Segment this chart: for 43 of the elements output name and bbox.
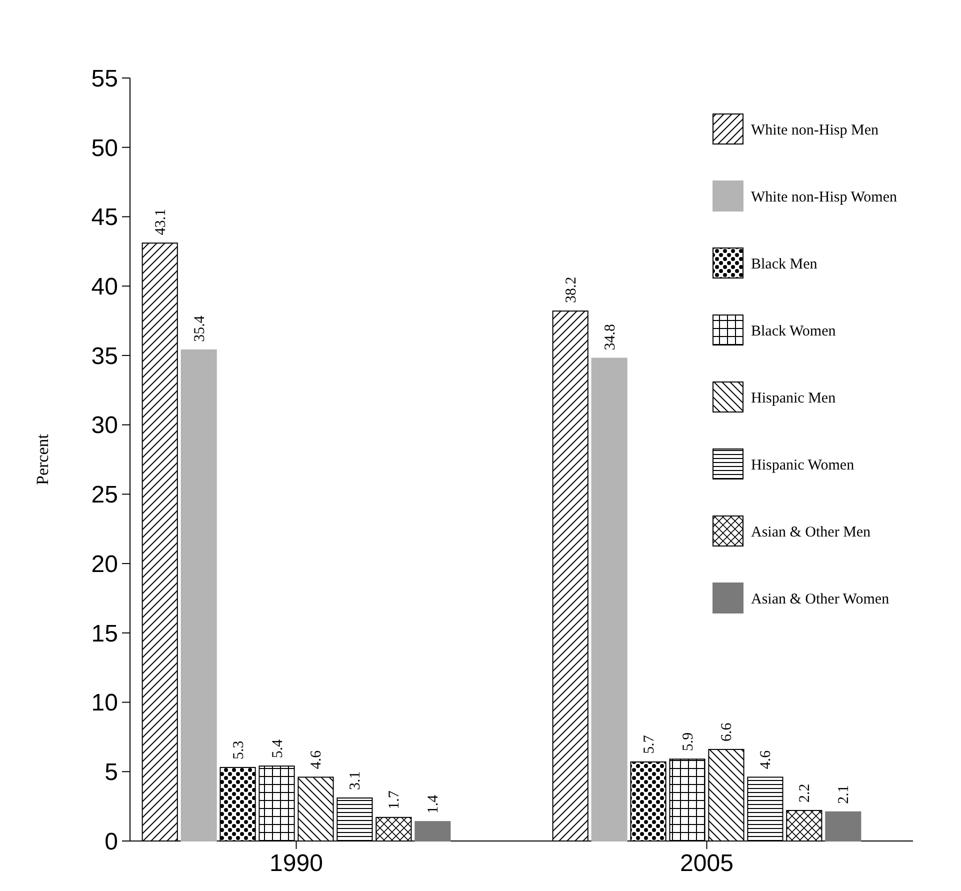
data-label: 2.2 (797, 784, 814, 802)
legend-label: Hispanic Women (751, 457, 855, 474)
legend-label: Black Women (751, 323, 836, 340)
y-tick-label: 25 (91, 482, 118, 509)
data-label: 43.1 (152, 208, 169, 236)
data-label: 5.7 (641, 734, 658, 754)
bar (591, 358, 628, 842)
y-tick-label: 30 (91, 412, 118, 440)
y-tick-label: 0 (104, 828, 118, 856)
data-label: 38.2 (563, 276, 580, 304)
y-tick-label: 20 (91, 550, 118, 578)
bar (180, 349, 217, 842)
y-axis-title: Percent (33, 434, 52, 485)
y-tick-label: 40 (91, 273, 118, 300)
y-tick-label: 15 (91, 620, 118, 648)
y-tick-label: 50 (91, 134, 118, 162)
bar (825, 811, 862, 842)
y-tick-label: 45 (91, 204, 118, 232)
data-label: 2.1 (836, 785, 852, 804)
legend-label: Hispanic Men (751, 390, 836, 406)
y-tick-label: 35 (91, 342, 118, 370)
y-tick-label: 5 (104, 759, 118, 786)
data-label: 1.4 (426, 794, 442, 814)
bar (414, 821, 451, 842)
legend-label: White non-Hisp Men (751, 122, 879, 138)
data-label: 6.6 (719, 722, 736, 742)
data-label: 34.8 (602, 324, 618, 350)
data-label: 5.4 (270, 738, 286, 758)
data-label: 4.6 (758, 750, 774, 770)
legend-label: White non-Hisp Women (751, 189, 898, 206)
legend-label: Asian & Other Women (751, 591, 890, 608)
data-label: 5.9 (680, 732, 696, 752)
x-tick-label: 1990 (270, 850, 323, 877)
y-tick-label: 10 (91, 690, 118, 717)
data-label: 3.1 (348, 771, 364, 790)
data-label: 5.3 (230, 740, 247, 760)
legend-label: Black Men (751, 256, 818, 272)
data-label: 35.4 (192, 315, 208, 342)
y-tick-label: 55 (91, 65, 118, 92)
data-label: 1.7 (386, 790, 403, 810)
x-tick-label: 2005 (680, 850, 734, 877)
data-label: 4.6 (308, 750, 325, 770)
legend-label: Asian & Other Men (751, 524, 872, 540)
